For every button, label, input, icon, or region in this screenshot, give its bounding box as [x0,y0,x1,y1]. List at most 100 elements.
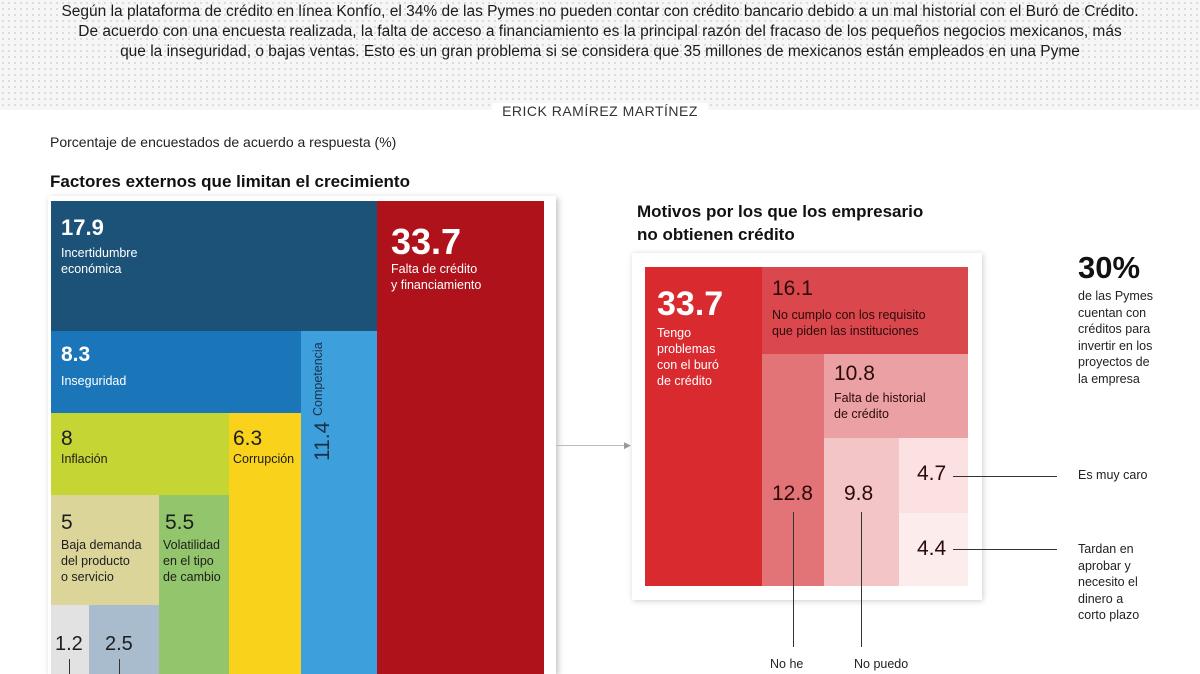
factor-label-line: Inseguridad [61,374,127,388]
factor-value: 11.4 [311,421,334,461]
callout-line [953,549,1057,550]
factor-cell: 6.3 Corrupción [229,413,301,674]
factor-rotated-label: 11.4 Competencia [311,341,335,461]
callout-text-line: necesito el [1078,575,1138,589]
reason-label-line: que piden las instituciones [772,324,919,338]
factor-label-line: del producto [61,554,130,568]
factor-cell: 5.5 Volatilidad en el tipo de cambio [159,495,229,674]
factor-label: Corrupción [233,451,294,467]
reason-cell: 4.7 [899,438,968,513]
factor-label: Competencia [311,342,325,416]
author-byline: ERICK RAMÍREZ MARTÍNEZ [492,103,708,119]
factor-label: Baja demanda del producto o servicio [61,537,142,585]
factor-label-line: económica [61,262,122,276]
factor-label-line: Baja demanda [61,538,142,552]
callout-text-line: No he [770,657,804,671]
factor-cell: 8 Inflación [51,413,229,495]
callout-text-line: Es muy caro [1078,468,1148,482]
factor-label: Volatilidad en el tipo de cambio [163,537,221,585]
reason-value: 33.7 [657,285,724,323]
reason-label-line: de crédito [834,407,889,421]
factor-label-line: en el tipo [163,554,214,568]
reason-label-line: Tengo [657,326,692,340]
callout-text: No puedo [854,656,908,673]
factor-label-line: Falta de crédito [391,262,478,276]
callout-text-line: No puedo [854,657,909,671]
factor-label-line: Volatilidad [163,538,220,552]
side-note-line: de las Pymes [1078,289,1154,303]
factor-tick [69,659,70,674]
side-note-line: proyectos de [1078,355,1150,369]
side-note-line: cuentan con [1078,305,1147,320]
factor-cell: 33.7 Falta de crédito y financiamiento [377,201,544,674]
reason-cell: 10.8 Falta de historial de crédito [824,354,968,438]
callout-line [861,512,862,647]
chart1-title: Factores externos que limitan el crecimi… [50,172,410,191]
reason-cell: 33.7 Tengo problemas con el buró de crédito [645,267,762,586]
chart2-title: Motivos por los que los empresario no ob… [637,200,967,246]
callout-text-line: dinero a [1078,591,1124,606]
factor-cell: 2.5 [89,605,159,674]
reason-value: 4.7 [917,462,947,485]
reason-cell: 16.1 No cumplo con los requisito que piden… [762,267,968,354]
factor-value: 8.3 [61,343,91,366]
factor-value: 33.7 [391,221,462,262]
factor-label: Inseguridad [61,373,126,389]
factor-value: 1.2 [55,633,83,655]
author-row: ERICK RAMÍREZ MARTÍNEZ [0,98,1200,124]
factor-value: 8 [61,427,73,450]
factor-label-line: y financiamiento [391,278,482,292]
side-note-text: de las Pymes cuentan con créditos para i… [1078,288,1153,387]
reason-label-line: con el buró [657,358,719,372]
factor-value: 2.5 [105,633,133,655]
callout-line [793,512,794,647]
side-note-line: créditos para [1078,322,1151,336]
factor-value: 6.3 [233,427,263,450]
factor-label-line: Corrupción [233,452,295,466]
reason-label-line: problemas [657,342,716,356]
factor-value: 17.9 [61,215,104,240]
factor-value: 5 [61,511,73,534]
factor-label: Falta de crédito y financiamiento [391,261,481,293]
callout-line [953,476,1057,477]
connector-arrow-icon: ▶ [624,440,631,450]
reason-label-line: de crédito [657,374,712,388]
callout-text-line: Tardan en [1078,542,1134,556]
factor-value: 5.5 [165,511,195,534]
chart2-title-line: Motivos por los que los empresario [637,202,924,221]
factor-label-line: o servicio [61,570,114,584]
factor-label-line: Inflación [61,452,108,466]
callout-text: Es muy caro [1078,467,1147,484]
intro-text: Según la plataforma de crédito en línea … [20,2,1180,62]
factor-label-line: de cambio [163,570,221,584]
side-note-line: la empresa [1078,371,1140,386]
reason-value: 12.8 [772,482,813,505]
connector-line [556,445,626,446]
factor-cell: 11.4 Competencia [301,331,377,674]
factor-cell: 8.3 Inseguridad [51,331,301,413]
factor-cell: 1.2 [51,605,89,674]
factor-label: Incertidumbre económica [61,245,137,277]
intro-line: que la inseguridad, o bajas ventas. Esto… [120,43,1080,60]
reason-value: 9.8 [844,482,874,505]
intro-line: Según la plataforma de crédito en línea … [61,3,1139,20]
reason-label-line: Falta de historial [834,391,926,405]
factor-cell: 17.9 Incertidumbre económica [51,201,377,331]
chart2-title-line: no obtienen crédito [637,225,795,244]
factor-label: Inflación [61,451,108,467]
reason-label: Falta de historial de crédito [834,390,926,422]
reason-label-line: No cumplo con los requisito [772,308,926,322]
callout-text: Tardan en aprobar y necesito el dinero a cor… [1078,541,1139,624]
reason-label: No cumplo con los requisito que piden las… [772,307,926,339]
side-note-value: 30% [1078,250,1141,285]
factor-label-line: Incertidumbre [61,246,138,260]
factor-cell: 5 Baja demanda del producto o servicio [51,495,159,605]
side-note-line: invertir en los [1078,338,1153,353]
callout-text-line: aprobar y [1078,558,1131,573]
reason-label: Tengo problemas con el buró de crédito [657,325,719,389]
header-band: Según la plataforma de crédito en línea … [0,0,1200,110]
reason-value: 16.1 [772,277,813,300]
factor-tick [119,659,120,674]
reason-value: 4.4 [917,537,947,560]
callout-text: No he [770,656,803,673]
